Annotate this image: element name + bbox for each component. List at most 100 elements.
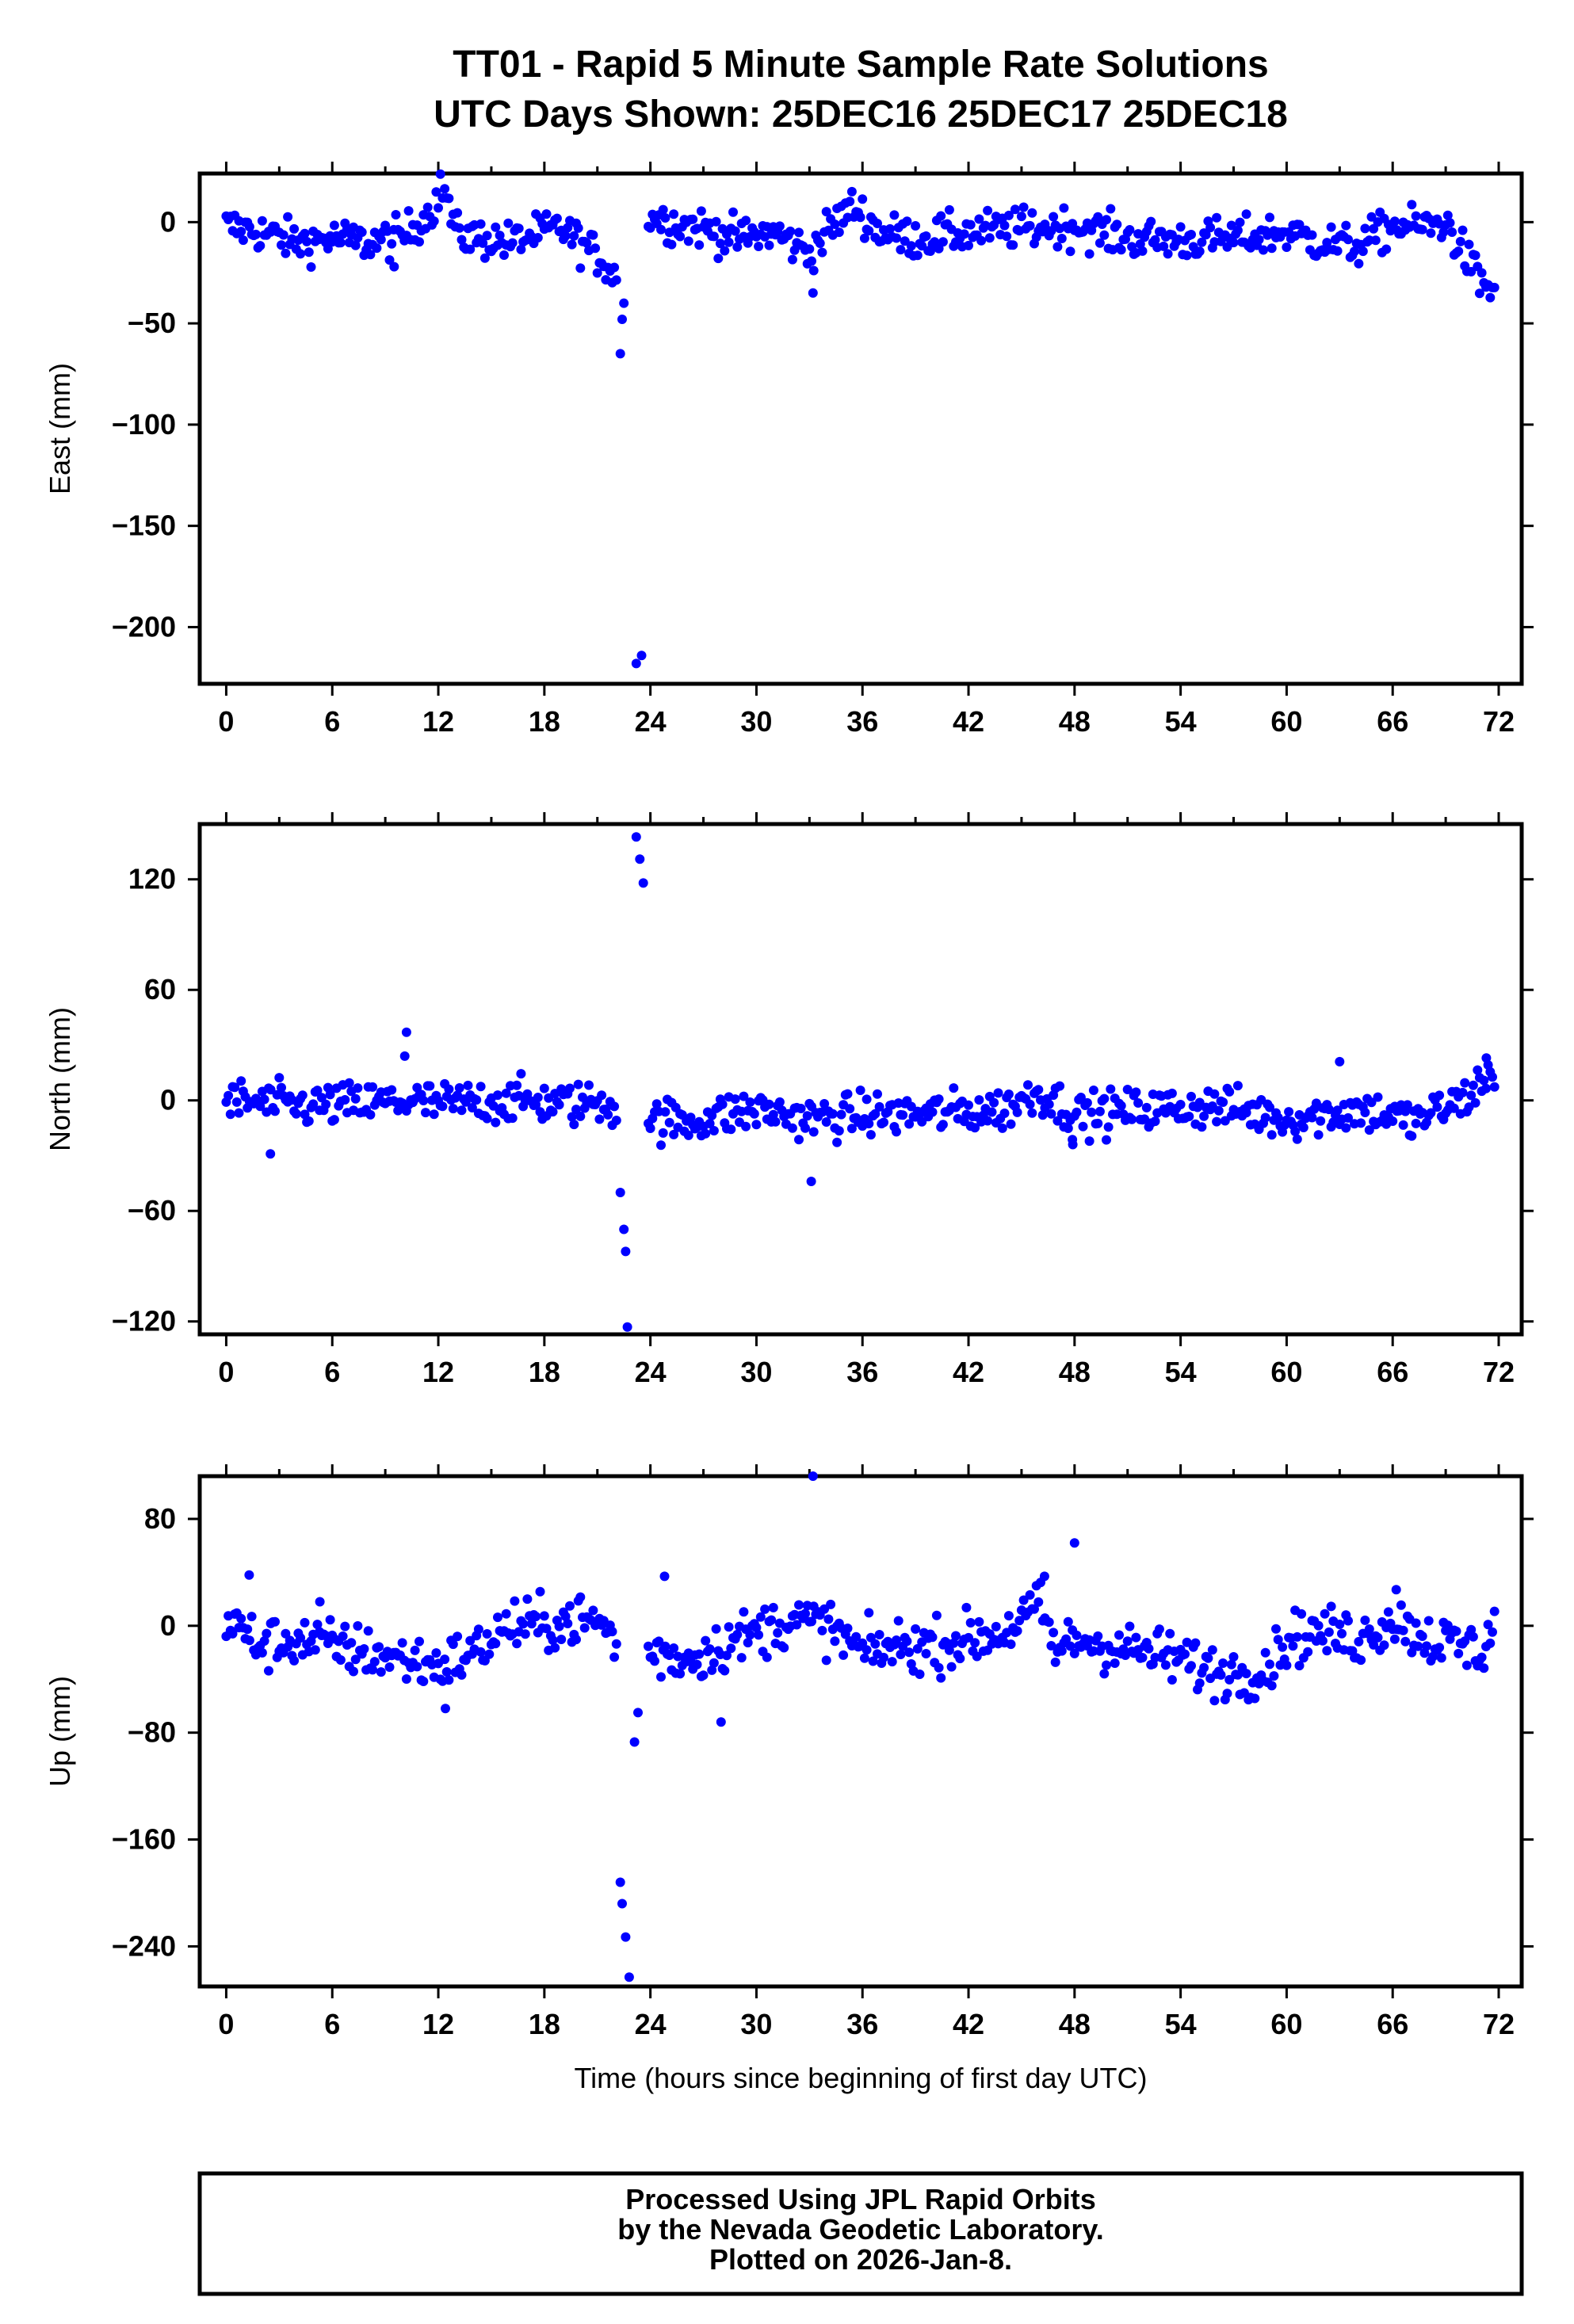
east-data-point: [1008, 240, 1018, 250]
up-data-point: [991, 1621, 1001, 1631]
up-data-point: [1337, 1628, 1347, 1639]
east-data-point: [440, 184, 450, 194]
up-data-point: [861, 1645, 872, 1655]
east-data-point: [236, 227, 246, 237]
east-data-point: [609, 262, 620, 273]
up-data-point: [1488, 1627, 1497, 1637]
north-data-point: [1468, 1080, 1478, 1090]
up-data-point: [705, 1644, 715, 1654]
north-data-point: [686, 1112, 696, 1123]
y-tick-label: −100: [112, 408, 176, 441]
north-data-point: [467, 1103, 477, 1112]
north-data-point: [401, 1027, 411, 1037]
east-data-point: [1369, 223, 1379, 234]
east-data-point: [495, 231, 505, 241]
up-data-point: [1033, 1597, 1044, 1607]
x-tick-label: 24: [635, 1356, 667, 1388]
x-tick-label: 72: [1483, 2008, 1515, 2040]
east-data-point: [864, 226, 874, 236]
north-panel: 0 6 12 18 24 30 36 42 48 54 60 66 72 120 60 0 −60 −120 Nor…: [44, 812, 1534, 1388]
north-data-point: [1232, 1081, 1243, 1091]
east-data-point: [444, 193, 454, 204]
east-data-point: [300, 228, 310, 239]
east-data-point: [906, 241, 916, 251]
up-data-point: [701, 1635, 711, 1646]
east-data-point: [1010, 204, 1020, 215]
up-data-point: [709, 1658, 719, 1668]
east-data-point: [896, 245, 906, 255]
east-data-point: [656, 224, 666, 235]
north-data-point: [917, 1116, 927, 1127]
x-tick-label: 42: [953, 705, 984, 738]
north-data-point: [832, 1137, 842, 1147]
x-tick-label: 30: [740, 2008, 772, 2040]
up-data-point: [830, 1636, 840, 1647]
up-data-point: [868, 1656, 878, 1666]
east-data-point: [1159, 241, 1169, 251]
up-data-point: [669, 1643, 679, 1653]
north-data-point: [1266, 1130, 1277, 1140]
north-data-point: [730, 1094, 740, 1105]
up-data-point: [262, 1628, 272, 1639]
north-data-point: [834, 1126, 844, 1136]
east-data-point: [1137, 246, 1148, 256]
up-data-point: [1102, 1660, 1111, 1670]
north-data-point: [1106, 1084, 1116, 1094]
east-data-point: [808, 288, 818, 298]
east-data-point: [619, 298, 629, 308]
east-data-point: [984, 233, 995, 243]
up-data-point: [350, 1654, 361, 1665]
north-data-point: [491, 1117, 501, 1128]
north-data-point: [539, 1083, 549, 1093]
up-data-point: [312, 1620, 323, 1630]
north-data-point: [660, 1107, 670, 1117]
x-tick-label: 60: [1270, 2008, 1302, 2040]
up-data-point: [448, 1639, 458, 1650]
north-data-point: [770, 1116, 781, 1127]
north-data-point: [1479, 1075, 1489, 1086]
up-data-point: [243, 1624, 253, 1635]
north-data-point: [1063, 1124, 1073, 1133]
north-data-point: [842, 1089, 853, 1099]
north-data-point: [1141, 1102, 1152, 1112]
up-data-point: [807, 1616, 816, 1627]
north-data-point: [476, 1082, 486, 1092]
north-data-point: [1388, 1116, 1398, 1126]
up-data-point: [724, 1622, 734, 1632]
north-data-point: [457, 1105, 467, 1116]
north-data-point: [448, 1104, 458, 1114]
east-data-point: [1455, 236, 1465, 246]
east-data-point: [453, 208, 463, 218]
up-data-point: [1479, 1663, 1489, 1673]
up-data-point: [911, 1624, 921, 1634]
north-data-point: [664, 1117, 674, 1128]
north-data-point: [399, 1051, 410, 1061]
north-data-point: [669, 1129, 679, 1139]
up-data-point: [936, 1673, 946, 1683]
east-data-point: [930, 237, 940, 247]
y-tick-label: −160: [112, 1823, 176, 1856]
east-data-point: [1381, 244, 1392, 254]
up-data-point: [410, 1645, 420, 1655]
north-data-point: [987, 1107, 997, 1117]
east-data-point: [1464, 239, 1474, 250]
chart-title-line-1: TT01 - Rapid 5 Minute Sample Rate Soluti…: [453, 44, 1268, 86]
east-data-point: [278, 230, 288, 240]
east-data-point: [277, 240, 286, 250]
up-data-point: [1269, 1671, 1279, 1681]
north-data-point: [1197, 1122, 1207, 1132]
up-data-point: [359, 1644, 369, 1654]
east-data-point: [582, 238, 592, 248]
up-data-point: [1190, 1638, 1201, 1648]
north-data-point: [1068, 1139, 1078, 1150]
east-data-point: [1150, 235, 1160, 245]
up-data-point: [1063, 1616, 1073, 1627]
up-data-point: [476, 1647, 486, 1657]
north-data-point: [1341, 1123, 1351, 1133]
x-tick-label: 24: [635, 2008, 667, 2040]
y-tick-label: −120: [112, 1305, 176, 1338]
north-data-point: [621, 1246, 631, 1257]
east-data-point: [1003, 210, 1014, 220]
x-tick-label: 48: [1059, 1356, 1091, 1388]
up-data-point: [887, 1657, 897, 1667]
